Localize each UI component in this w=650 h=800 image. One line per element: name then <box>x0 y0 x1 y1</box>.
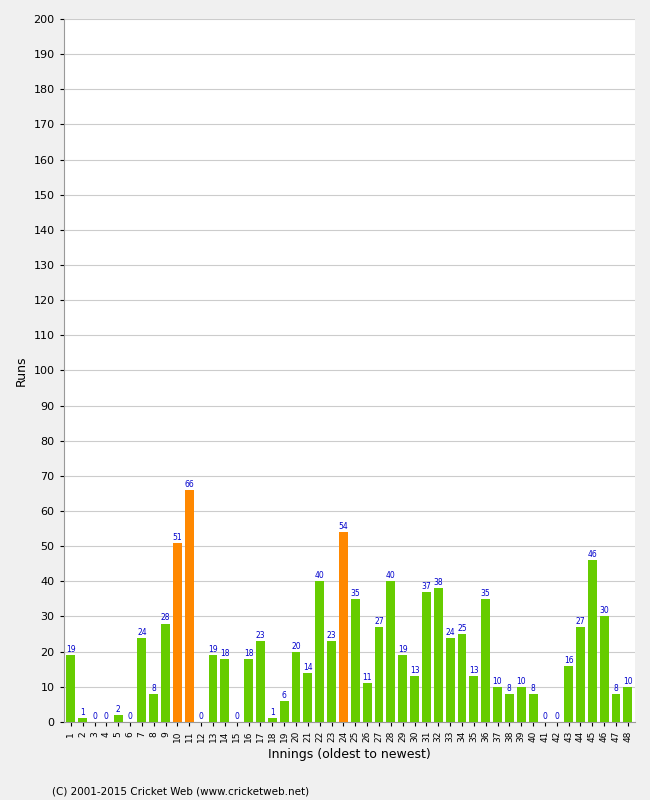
Bar <box>327 641 336 722</box>
Text: 11: 11 <box>363 674 372 682</box>
Bar <box>150 694 158 722</box>
Text: 10: 10 <box>623 677 632 686</box>
Bar <box>292 652 300 722</box>
Text: 38: 38 <box>434 578 443 587</box>
Text: 0: 0 <box>104 712 109 721</box>
Text: 54: 54 <box>339 522 348 531</box>
Bar <box>351 599 359 722</box>
Bar <box>363 683 372 722</box>
Text: 8: 8 <box>507 684 512 693</box>
Text: 0: 0 <box>199 712 203 721</box>
Bar <box>612 694 621 722</box>
Text: 16: 16 <box>564 656 573 665</box>
Text: 20: 20 <box>291 642 301 650</box>
Text: 27: 27 <box>374 617 384 626</box>
Text: 10: 10 <box>493 677 502 686</box>
Text: 40: 40 <box>315 571 324 580</box>
Text: 25: 25 <box>457 624 467 633</box>
Bar <box>576 627 585 722</box>
Bar <box>280 701 289 722</box>
Text: 28: 28 <box>161 614 170 622</box>
Text: 23: 23 <box>327 631 337 640</box>
Text: 0: 0 <box>543 712 547 721</box>
Text: 35: 35 <box>481 589 491 598</box>
Text: 19: 19 <box>398 645 408 654</box>
Bar <box>185 490 194 722</box>
Bar <box>374 627 384 722</box>
Bar <box>422 592 431 722</box>
X-axis label: Innings (oldest to newest): Innings (oldest to newest) <box>268 748 431 761</box>
Text: 0: 0 <box>127 712 133 721</box>
Text: 24: 24 <box>445 627 455 637</box>
Text: 1: 1 <box>81 708 85 718</box>
Bar <box>244 658 253 722</box>
Bar <box>398 655 407 722</box>
Text: 40: 40 <box>386 571 396 580</box>
Bar <box>161 623 170 722</box>
Text: 35: 35 <box>350 589 360 598</box>
Bar <box>66 655 75 722</box>
Text: 0: 0 <box>92 712 97 721</box>
Text: 13: 13 <box>410 666 419 675</box>
Bar <box>493 686 502 722</box>
Bar <box>209 655 218 722</box>
Bar <box>600 617 608 722</box>
Text: 19: 19 <box>208 645 218 654</box>
Bar <box>138 638 146 722</box>
Text: 0: 0 <box>234 712 239 721</box>
Text: 14: 14 <box>303 662 313 672</box>
Bar <box>78 718 87 722</box>
Text: 66: 66 <box>185 480 194 489</box>
Bar <box>434 588 443 722</box>
Text: 10: 10 <box>516 677 526 686</box>
Text: 8: 8 <box>530 684 536 693</box>
Bar <box>564 666 573 722</box>
Bar <box>114 715 123 722</box>
Bar <box>220 658 229 722</box>
Text: 24: 24 <box>137 627 147 637</box>
Bar <box>446 638 454 722</box>
Bar <box>458 634 467 722</box>
Text: 23: 23 <box>255 631 265 640</box>
Text: 51: 51 <box>173 533 182 542</box>
Bar <box>588 560 597 722</box>
Bar <box>315 582 324 722</box>
Bar <box>481 599 490 722</box>
Text: 30: 30 <box>599 606 609 615</box>
Text: 0: 0 <box>554 712 559 721</box>
Text: 13: 13 <box>469 666 478 675</box>
Text: 1: 1 <box>270 708 275 718</box>
Text: 2: 2 <box>116 705 121 714</box>
Bar <box>410 676 419 722</box>
Text: 19: 19 <box>66 645 75 654</box>
Bar <box>505 694 514 722</box>
Bar <box>528 694 538 722</box>
Bar <box>386 582 395 722</box>
Text: 46: 46 <box>588 550 597 559</box>
Bar <box>339 532 348 722</box>
Bar <box>623 686 632 722</box>
Text: 8: 8 <box>151 684 156 693</box>
Bar <box>173 542 182 722</box>
Text: 18: 18 <box>244 649 254 658</box>
Text: 37: 37 <box>421 582 431 591</box>
Text: 8: 8 <box>614 684 618 693</box>
Text: 18: 18 <box>220 649 229 658</box>
Text: (C) 2001-2015 Cricket Web (www.cricketweb.net): (C) 2001-2015 Cricket Web (www.cricketwe… <box>52 786 309 796</box>
Bar <box>469 676 478 722</box>
Text: 27: 27 <box>576 617 585 626</box>
Y-axis label: Runs: Runs <box>15 355 28 386</box>
Text: 6: 6 <box>281 690 287 700</box>
Bar <box>304 673 312 722</box>
Bar <box>517 686 526 722</box>
Bar <box>256 641 265 722</box>
Bar <box>268 718 277 722</box>
